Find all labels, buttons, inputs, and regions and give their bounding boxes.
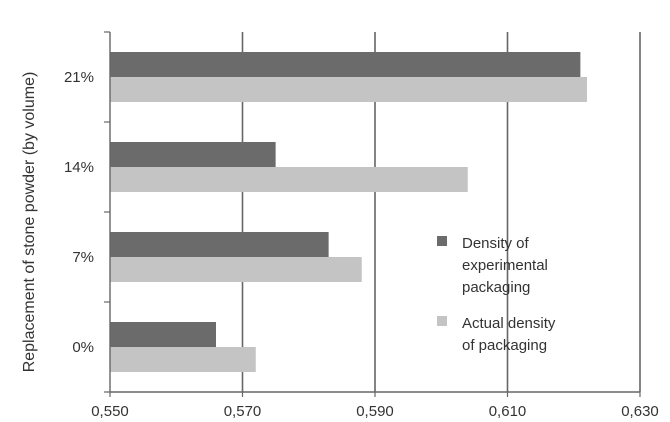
bar-actual-14pct: [110, 167, 468, 192]
bar-experimental-21pct: [110, 52, 581, 77]
bar-experimental-0pct: [110, 322, 216, 347]
y-tick-labels: 21% 14% 7% 0%: [64, 69, 94, 356]
bars: [110, 52, 587, 372]
bar-actual-7pct: [110, 257, 362, 282]
x-tick-label: 0,590: [356, 403, 394, 420]
x-tick-label: 0,570: [224, 403, 262, 420]
bar-actual-0pct: [110, 347, 256, 372]
bar-actual-21pct: [110, 77, 587, 102]
bar-experimental-7pct: [110, 232, 329, 257]
legend-label: packaging: [462, 279, 530, 296]
x-tick-label: 0,630: [621, 403, 659, 420]
legend-swatch: [437, 316, 447, 326]
y-tick-label: 0%: [72, 339, 94, 356]
x-tick-label: 0,550: [91, 403, 129, 420]
x-tick-label: 0,610: [489, 403, 527, 420]
x-tick-labels: 0,550 0,570 0,590 0,610 0,630: [91, 403, 659, 420]
y-tick-label: 21%: [64, 69, 94, 86]
legend-swatch: [437, 236, 447, 246]
bar-experimental-14pct: [110, 142, 276, 167]
axes: [104, 31, 641, 397]
legend: Density of experimental packaging Actual de…: [437, 235, 556, 354]
legend-label: Actual density: [462, 315, 556, 332]
y-axis-label: Replacement of stone powder (by volume): [21, 72, 38, 373]
y-tick-label: 7%: [72, 249, 94, 266]
legend-label: of packaging: [462, 337, 547, 354]
legend-label: Density of: [462, 235, 530, 252]
legend-label: experimental: [462, 257, 548, 274]
y-tick-label: 14%: [64, 159, 94, 176]
